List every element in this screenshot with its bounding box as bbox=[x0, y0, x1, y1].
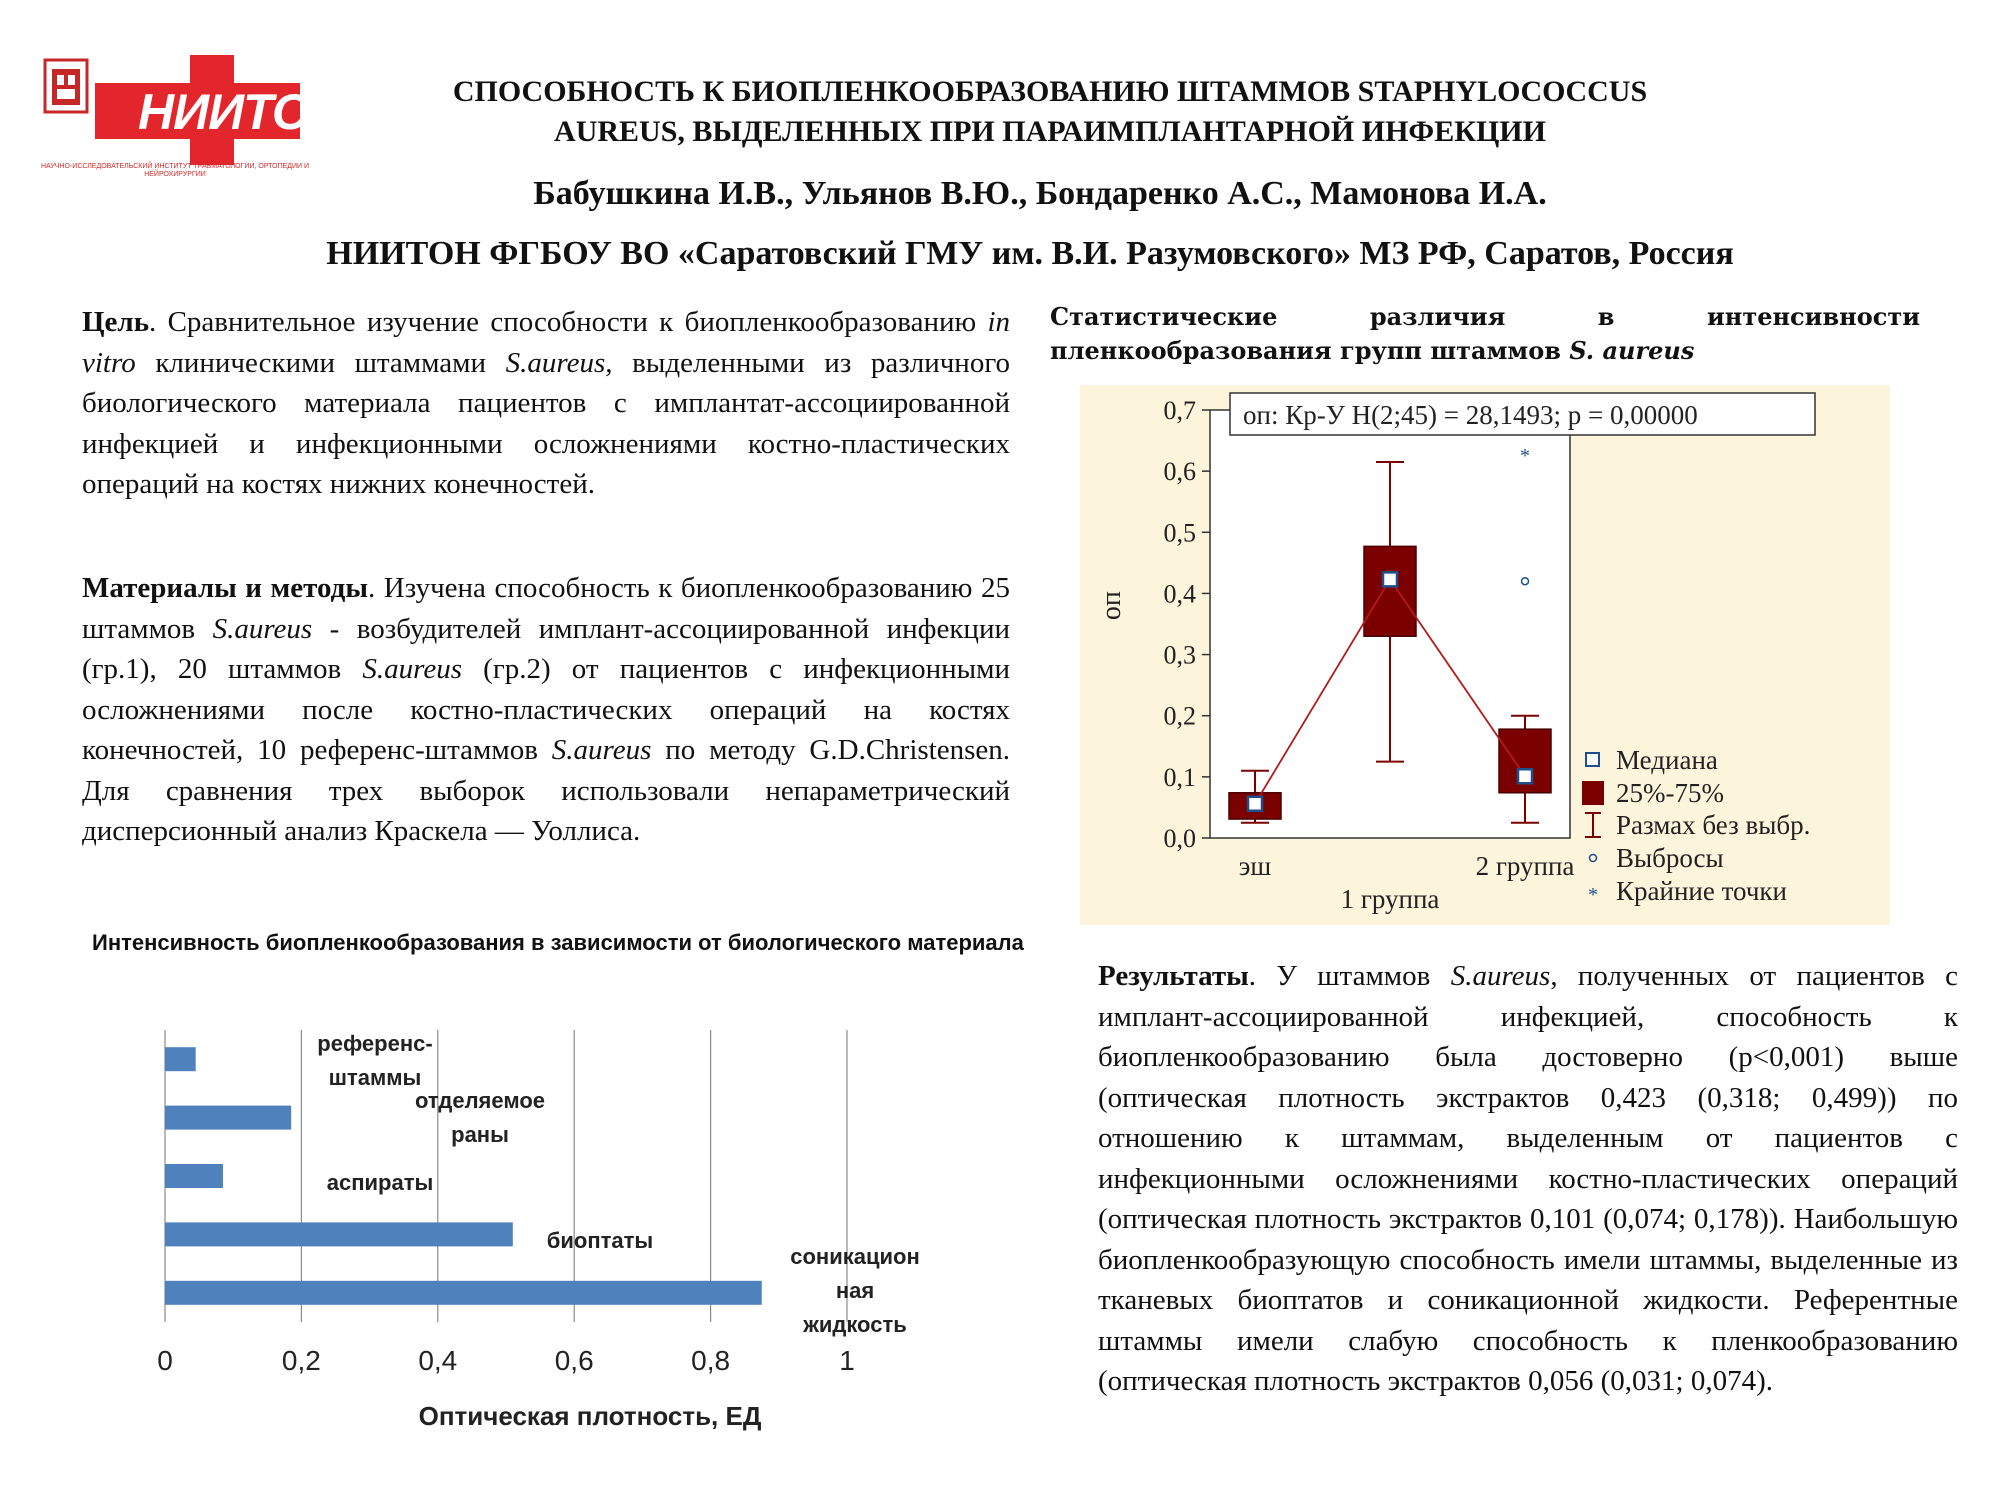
legend-label: 25%-75% bbox=[1616, 778, 1724, 808]
aim-label: Цель bbox=[82, 306, 150, 338]
bar-category-label: ная bbox=[836, 1278, 874, 1303]
results-text-1: . У штаммов bbox=[1248, 960, 1451, 992]
outlier-point bbox=[1520, 576, 1530, 586]
bar-chart-title: Интенсивность биопленкообразования в зав… bbox=[92, 930, 1024, 955]
median-marker bbox=[1381, 571, 1399, 588]
methods-paragraph: Материалы и методы. Изучена способность … bbox=[82, 568, 1010, 852]
bar-chart: 0 0,2 0,4 0,6 0,8 1 Оптическая плотность, ЕД ре… bbox=[157, 1030, 920, 1431]
aim-text-3: клиническими штаммами bbox=[135, 346, 506, 379]
box-chart-title: Статистические различия в интенсивности … bbox=[1050, 300, 1920, 368]
stat-annotation-box bbox=[1229, 392, 1816, 436]
legend-label: Медиана bbox=[1616, 745, 1718, 775]
title-line-1: СПОСОБНОСТЬ К БИОПЛЕНКООБРАЗОВАНИЮ ШТАММ… bbox=[452, 75, 1648, 108]
aim-paragraph: Цель. Сравнительное изучение способности… bbox=[82, 302, 1010, 505]
legend-outlier-symbol bbox=[1588, 853, 1598, 863]
results-paragraph: Результаты. У штаммов S.aureus, полученн… bbox=[1098, 956, 1958, 1402]
bar bbox=[165, 1105, 292, 1130]
x-tick-label: 0,4 bbox=[418, 1345, 457, 1376]
aim-text-5: выделенными из различного биологического… bbox=[82, 346, 1010, 501]
bar-category-label: раны bbox=[451, 1122, 509, 1147]
methods-text-6: S.aureus bbox=[551, 734, 652, 766]
bar bbox=[165, 1047, 196, 1072]
logo-mark bbox=[43, 55, 300, 165]
logo-emblem bbox=[43, 58, 89, 114]
x-category-label: эш bbox=[1239, 851, 1272, 881]
legend-extreme-symbol: * bbox=[1588, 884, 1598, 906]
legend-label: Крайние точки bbox=[1616, 876, 1787, 906]
stat-annotation: оп: Кр-У H(2;45) = 28,1493; p = 0,00000 bbox=[1243, 400, 1698, 430]
aim-text-4: S.aureus, bbox=[505, 346, 613, 379]
methods-text-1: . Изучена способность к биопленкообразов… bbox=[82, 572, 1010, 645]
x-tick-label: 1 bbox=[839, 1345, 855, 1376]
bar-category-label: жидкость bbox=[802, 1312, 907, 1337]
aim-text-1: . Сравнительное изучение способности к б… bbox=[149, 306, 988, 338]
results-label: Результаты bbox=[1098, 960, 1249, 992]
poster-title: СПОСОБНОСТЬ К БИОПЛЕНКООБРАЗОВАНИЮ ШТАММ… bbox=[330, 72, 1770, 152]
methods-text-4: S.aureus bbox=[362, 653, 462, 685]
x-category-label: 2 группа bbox=[1476, 851, 1575, 881]
legend-median-symbol bbox=[1585, 752, 1600, 767]
bar-category-label: биоптаты bbox=[547, 1228, 653, 1253]
bar bbox=[165, 1280, 762, 1305]
y-axis-label: оп bbox=[1096, 591, 1127, 620]
bar-category-label: аспираты bbox=[327, 1170, 434, 1195]
logo-subtitle: НАУЧНО-ИССЛЕДОВАТЕЛЬСКИЙ ИНСТИТУТ ТРАВМА… bbox=[40, 163, 310, 178]
iqr-box bbox=[1363, 545, 1417, 637]
methods-text-3: - возбудителей имплант-ассоциированной и… bbox=[82, 612, 1010, 686]
methods-text-2: S.aureus bbox=[212, 612, 313, 645]
x-axis-label: Оптическая плотность, ЕД bbox=[419, 1401, 762, 1431]
logo: НИИТОН НАУЧНО-ИССЛЕДОВАТЕЛЬСКИЙ ИНСТИТУТ… bbox=[40, 55, 346, 178]
methods-text-7: по методу G.D.Christensen. Для сравнения… bbox=[82, 734, 1010, 847]
results-text-3: , полученных от пациентов с имплант-ассо… bbox=[1098, 960, 1958, 1397]
affiliation: НИИТОН ФГБОУ ВО «Саратовский ГМУ им. В.И… bbox=[326, 235, 1734, 272]
box-plot-chart: 0,0 0,1 0,2 0,3 0,4 0,5 0,6 0,7 оп * эш 1 группа 2 г… bbox=[1080, 385, 1890, 925]
results-text-2: S.aureus bbox=[1450, 960, 1551, 992]
y-tick-label: 0,4 bbox=[1164, 579, 1197, 608]
bar-category-label: соникацион bbox=[790, 1244, 920, 1269]
box-chart-title-text: Статистические различия в интенсивности … bbox=[1050, 302, 1920, 365]
y-tick-label: 0,5 bbox=[1164, 518, 1197, 547]
box-chart-title-species: S. aureus bbox=[1569, 336, 1695, 365]
x-tick-label: 0,2 bbox=[282, 1345, 321, 1376]
bar bbox=[165, 1222, 513, 1247]
x-tick-label: 0 bbox=[157, 1345, 173, 1376]
methods-text-5: (гр.2) от пациентов с инфекционными осло… bbox=[82, 653, 1010, 766]
bar-category-label: штаммы bbox=[329, 1065, 422, 1090]
x-tick-label: 0,6 bbox=[555, 1345, 594, 1376]
bar-category-label: отделяемое bbox=[415, 1088, 545, 1113]
logo-cross-horizontal bbox=[95, 83, 300, 139]
legend-label: Выбросы bbox=[1616, 843, 1724, 873]
methods-label: Материалы и методы bbox=[82, 572, 368, 604]
y-tick-label: 0,3 bbox=[1164, 641, 1197, 670]
legend-iqr-symbol bbox=[1582, 781, 1604, 805]
y-tick-label: 0,7 bbox=[1164, 396, 1197, 425]
y-tick-label: 0,1 bbox=[1164, 763, 1197, 792]
logo-text: НИИТОН bbox=[138, 84, 346, 140]
x-tick-label: 0,8 bbox=[691, 1345, 730, 1376]
median-marker bbox=[1516, 767, 1534, 785]
bar-category-label: референс- bbox=[317, 1031, 432, 1056]
extreme-point: * bbox=[1520, 445, 1530, 467]
y-tick-label: 0,0 bbox=[1164, 824, 1197, 853]
y-tick-label: 0,2 bbox=[1164, 702, 1197, 731]
aim-text-2: in vitro bbox=[82, 306, 1010, 379]
y-tick-label: 0,6 bbox=[1164, 457, 1197, 486]
legend-label: Размах без выбр. bbox=[1616, 810, 1810, 840]
bar bbox=[165, 1164, 223, 1188]
authors: Бабушкина И.В., Ульянов В.Ю., Бондаренко… bbox=[533, 175, 1547, 212]
title-line-2: AUREUS, ВЫДЕЛЕННЫХ ПРИ ПАРАИМПЛАНТАРНОЙ … bbox=[554, 115, 1546, 148]
x-category-label: 1 группа bbox=[1341, 884, 1440, 914]
median-marker bbox=[1246, 795, 1264, 813]
